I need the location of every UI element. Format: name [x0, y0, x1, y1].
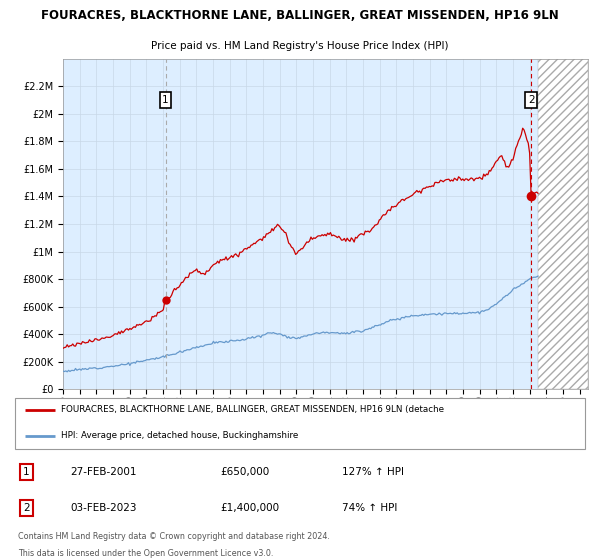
Text: 1: 1 — [162, 95, 169, 105]
Text: 74% ↑ HPI: 74% ↑ HPI — [342, 503, 397, 513]
Text: This data is licensed under the Open Government Licence v3.0.: This data is licensed under the Open Gov… — [18, 549, 273, 558]
Text: FOURACRES, BLACKTHORNE LANE, BALLINGER, GREAT MISSENDEN, HP16 9LN: FOURACRES, BLACKTHORNE LANE, BALLINGER, … — [41, 9, 559, 22]
Text: £650,000: £650,000 — [220, 467, 269, 477]
Text: 2: 2 — [23, 503, 30, 513]
Text: 27-FEB-2001: 27-FEB-2001 — [70, 467, 136, 477]
Text: Contains HM Land Registry data © Crown copyright and database right 2024.: Contains HM Land Registry data © Crown c… — [18, 533, 329, 542]
Text: HPI: Average price, detached house, Buckinghamshire: HPI: Average price, detached house, Buck… — [61, 431, 298, 440]
Text: FOURACRES, BLACKTHORNE LANE, BALLINGER, GREAT MISSENDEN, HP16 9LN (detache: FOURACRES, BLACKTHORNE LANE, BALLINGER, … — [61, 405, 444, 414]
Text: 03-FEB-2023: 03-FEB-2023 — [70, 503, 136, 513]
Text: £1,400,000: £1,400,000 — [220, 503, 280, 513]
Bar — [538, 59, 588, 389]
Text: 1: 1 — [23, 467, 30, 477]
Text: Price paid vs. HM Land Registry's House Price Index (HPI): Price paid vs. HM Land Registry's House … — [151, 41, 449, 51]
Text: 127% ↑ HPI: 127% ↑ HPI — [342, 467, 404, 477]
Bar — [538, 59, 588, 389]
Text: 2: 2 — [528, 95, 535, 105]
FancyBboxPatch shape — [15, 398, 585, 449]
